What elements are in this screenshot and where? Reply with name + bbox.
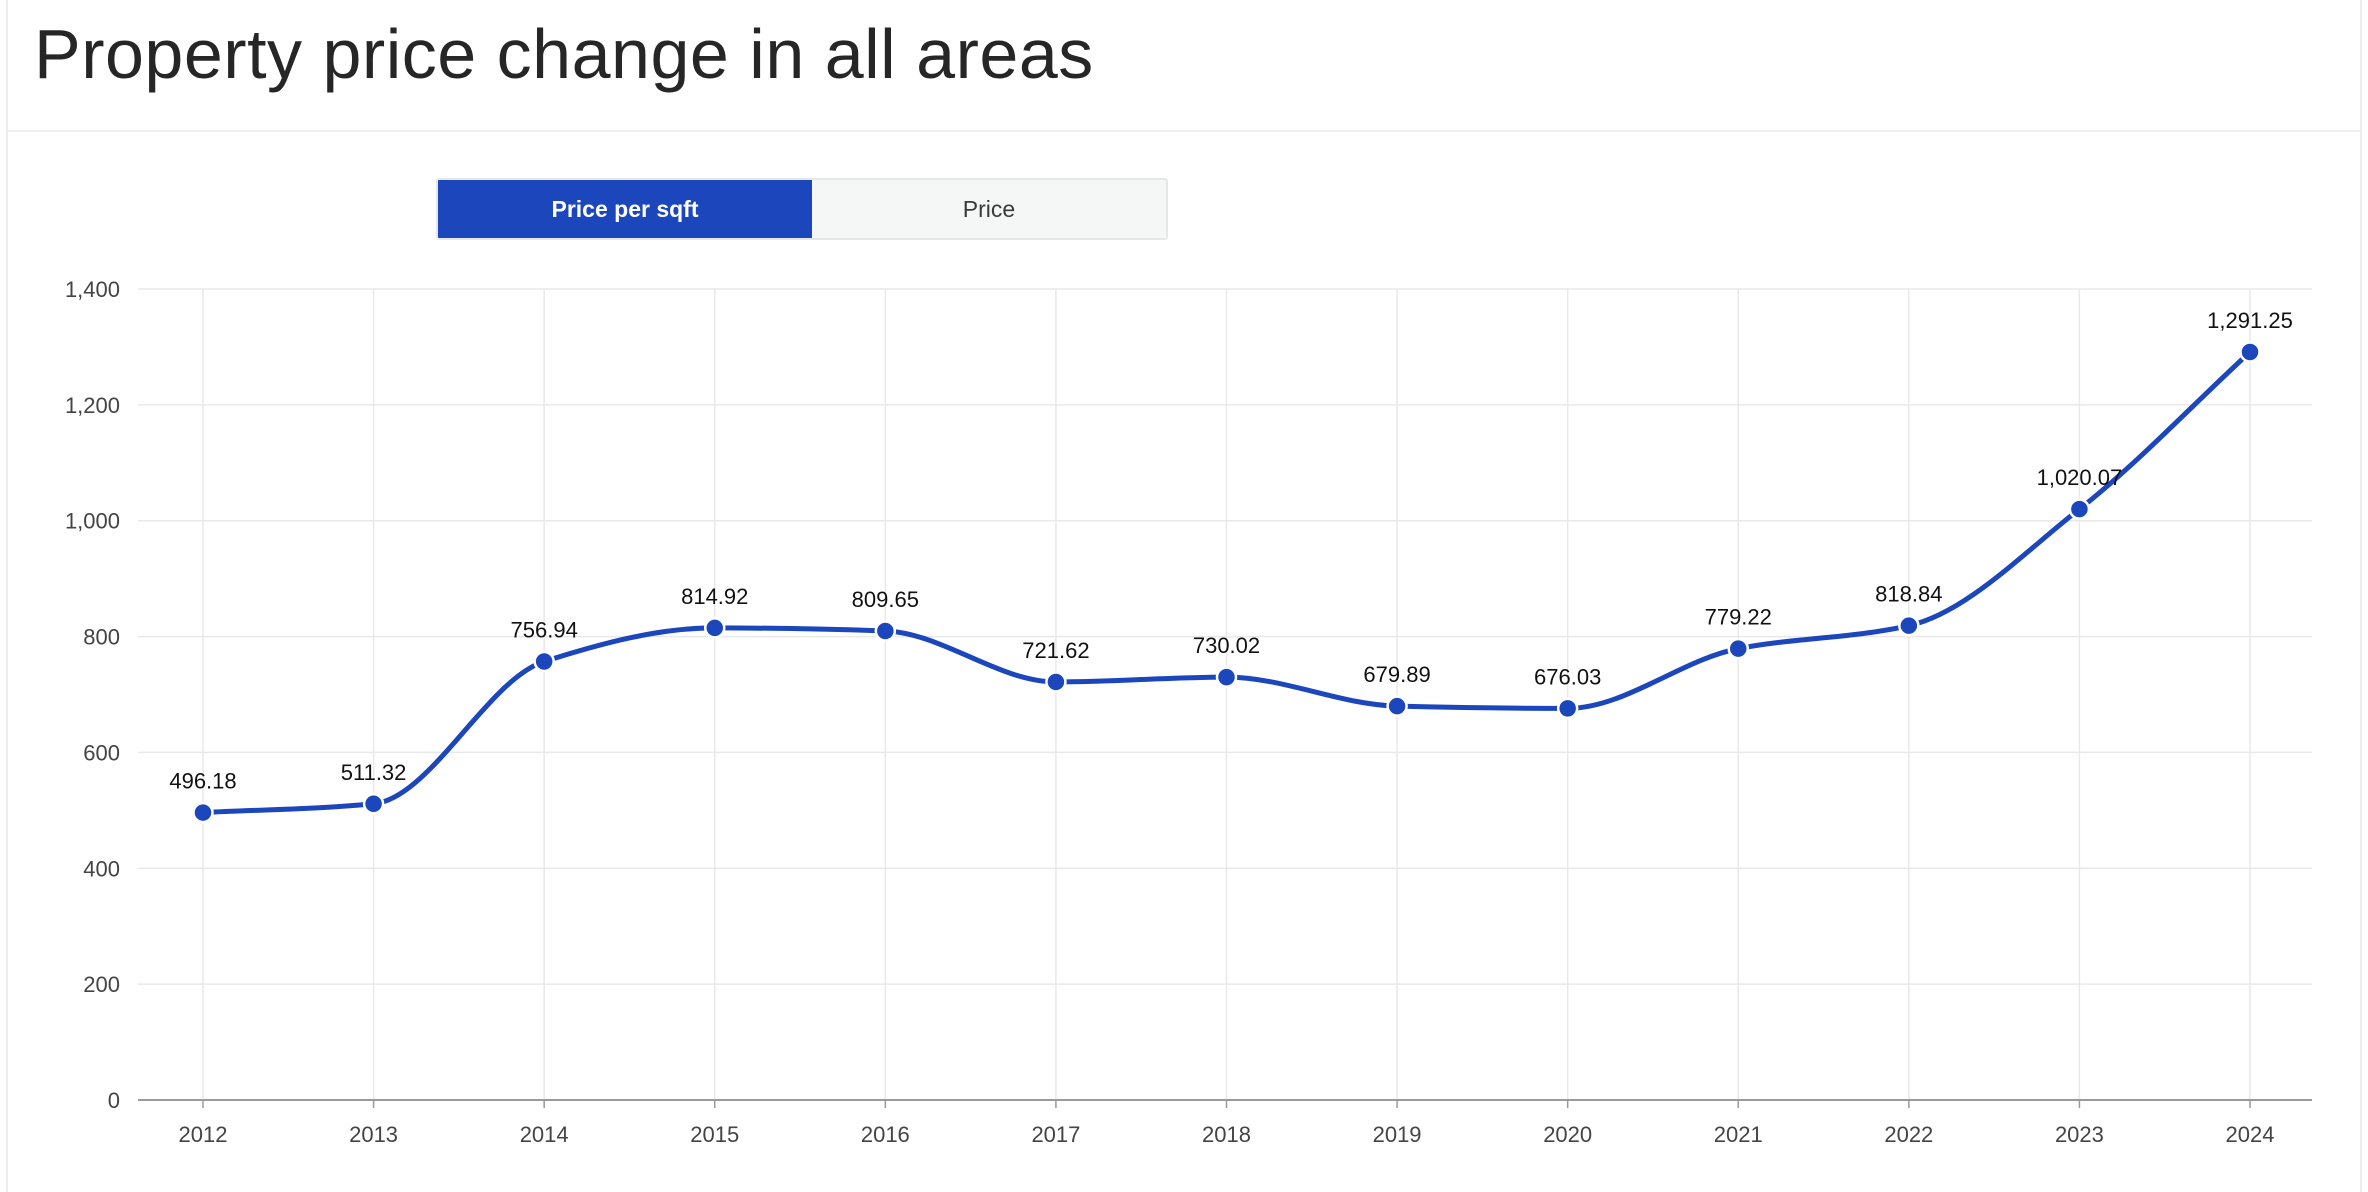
y-tick-label: 1,400	[65, 277, 120, 302]
data-point[interactable]	[1898, 614, 1920, 637]
x-tick-label: 2023	[2055, 1122, 2104, 1147]
data-point[interactable]	[362, 793, 385, 815]
metric-toggle: Price per sqft Price	[436, 178, 1168, 240]
y-tick-label: 600	[83, 740, 120, 765]
price-button[interactable]: Price	[812, 180, 1166, 238]
data-label: 779.22	[1705, 605, 1772, 630]
x-tick-label: 2013	[349, 1122, 398, 1147]
data-label: 721.62	[1022, 638, 1089, 663]
data-labels: 496.18 511.32 756.94 814.92 809.65 721.62 730.…	[169, 308, 2292, 794]
y-tick-label: 800	[83, 625, 120, 650]
page-title: Property price change in all areas	[34, 15, 1094, 93]
x-tick-label: 2017	[1031, 1122, 1080, 1147]
x-tick-label: 2020	[1543, 1122, 1592, 1147]
x-tick-label: 2015	[690, 1122, 739, 1147]
y-tick-label: 400	[83, 856, 120, 881]
data-label: 1,291.25	[2207, 308, 2293, 333]
x-tick-label: 2024	[2226, 1122, 2275, 1147]
data-point[interactable]	[874, 620, 897, 642]
x-tick-label: 2012	[179, 1122, 228, 1147]
axes: 0 200 400 600 800 1,000 1,200 1,400 2012 2013 2014…	[65, 277, 2312, 1147]
data-point[interactable]	[1727, 637, 1749, 660]
data-label: 676.03	[1534, 664, 1601, 689]
data-label: 809.65	[852, 587, 919, 612]
data-label: 1,020.07	[2037, 465, 2123, 490]
data-point[interactable]	[2068, 498, 2091, 520]
y-tick-label: 0	[108, 1088, 120, 1113]
x-tick-label: 2018	[1202, 1122, 1251, 1147]
data-point[interactable]	[2239, 341, 2261, 363]
data-label: 814.92	[681, 584, 748, 609]
x-tick-label: 2022	[1884, 1122, 1933, 1147]
data-label: 756.94	[511, 618, 578, 643]
data-point[interactable]	[704, 617, 726, 639]
series	[192, 341, 2261, 824]
data-point[interactable]	[1045, 671, 1067, 693]
title-divider	[8, 130, 2360, 132]
price-per-sqft-button[interactable]: Price per sqft	[438, 180, 812, 238]
y-tick-label: 1,000	[65, 509, 120, 534]
data-point[interactable]	[1556, 697, 1579, 720]
x-tick-label: 2014	[520, 1122, 569, 1147]
x-tick-label: 2021	[1714, 1122, 1763, 1147]
data-label: 730.02	[1193, 633, 1260, 658]
x-tick-label: 2019	[1373, 1122, 1422, 1147]
chart-card: Property price change in all areas	[6, 0, 2362, 1192]
data-label: 496.18	[169, 769, 236, 794]
y-tick-label: 200	[83, 972, 120, 997]
y-tick-label: 1,200	[65, 393, 120, 418]
grid	[138, 288, 2312, 1100]
data-point[interactable]	[192, 801, 214, 824]
data-label: 511.32	[341, 760, 407, 785]
data-point[interactable]	[533, 650, 555, 673]
data-label: 818.84	[1875, 582, 1942, 607]
data-point[interactable]	[1215, 666, 1238, 688]
data-point[interactable]	[1386, 695, 1408, 717]
data-label: 679.89	[1363, 662, 1430, 687]
x-tick-label: 2016	[861, 1122, 910, 1147]
